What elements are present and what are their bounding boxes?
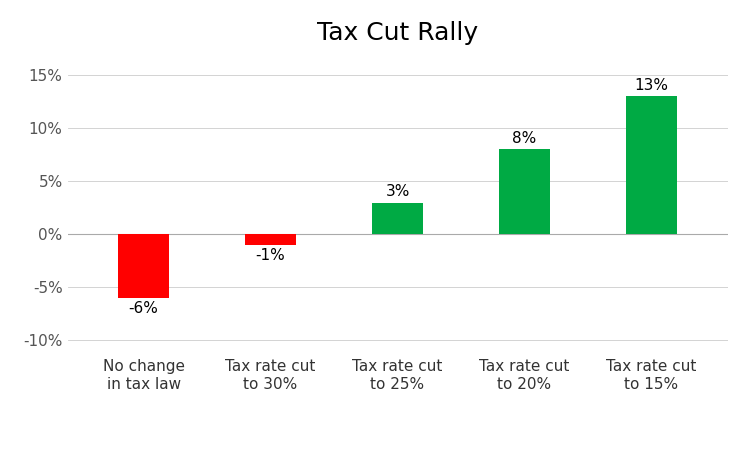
Bar <box>372 202 423 234</box>
Bar <box>118 234 169 298</box>
Title: Tax Cut Rally: Tax Cut Rally <box>317 21 478 45</box>
Text: -6%: -6% <box>129 301 158 316</box>
Bar <box>626 96 676 234</box>
Text: 8%: 8% <box>512 131 536 146</box>
Text: -1%: -1% <box>256 248 286 263</box>
Bar <box>499 149 550 234</box>
Text: 3%: 3% <box>386 184 410 199</box>
Bar <box>245 234 296 245</box>
Text: 13%: 13% <box>634 78 668 93</box>
